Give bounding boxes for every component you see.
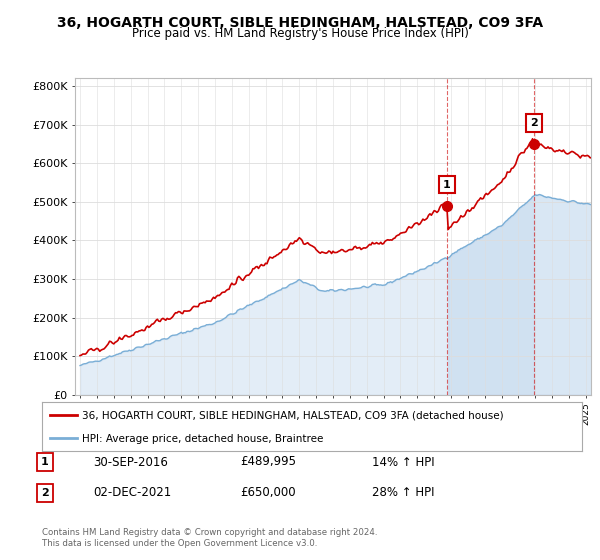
Text: £650,000: £650,000 <box>240 486 296 500</box>
Text: £489,995: £489,995 <box>240 455 296 469</box>
Text: 2: 2 <box>530 118 538 128</box>
Text: 36, HOGARTH COURT, SIBLE HEDINGHAM, HALSTEAD, CO9 3FA (detached house): 36, HOGARTH COURT, SIBLE HEDINGHAM, HALS… <box>83 411 504 421</box>
Text: 36, HOGARTH COURT, SIBLE HEDINGHAM, HALSTEAD, CO9 3FA: 36, HOGARTH COURT, SIBLE HEDINGHAM, HALS… <box>57 16 543 30</box>
Text: 28% ↑ HPI: 28% ↑ HPI <box>372 486 434 500</box>
Text: HPI: Average price, detached house, Braintree: HPI: Average price, detached house, Brai… <box>83 434 324 444</box>
Text: Price paid vs. HM Land Registry's House Price Index (HPI): Price paid vs. HM Land Registry's House … <box>131 27 469 40</box>
Text: 30-SEP-2016: 30-SEP-2016 <box>93 455 168 469</box>
Text: 14% ↑ HPI: 14% ↑ HPI <box>372 455 434 469</box>
Text: 02-DEC-2021: 02-DEC-2021 <box>93 486 171 500</box>
Text: 2: 2 <box>41 488 49 498</box>
Text: Contains HM Land Registry data © Crown copyright and database right 2024.
This d: Contains HM Land Registry data © Crown c… <box>42 528 377 548</box>
Text: 1: 1 <box>443 180 451 189</box>
Text: 1: 1 <box>41 457 49 467</box>
